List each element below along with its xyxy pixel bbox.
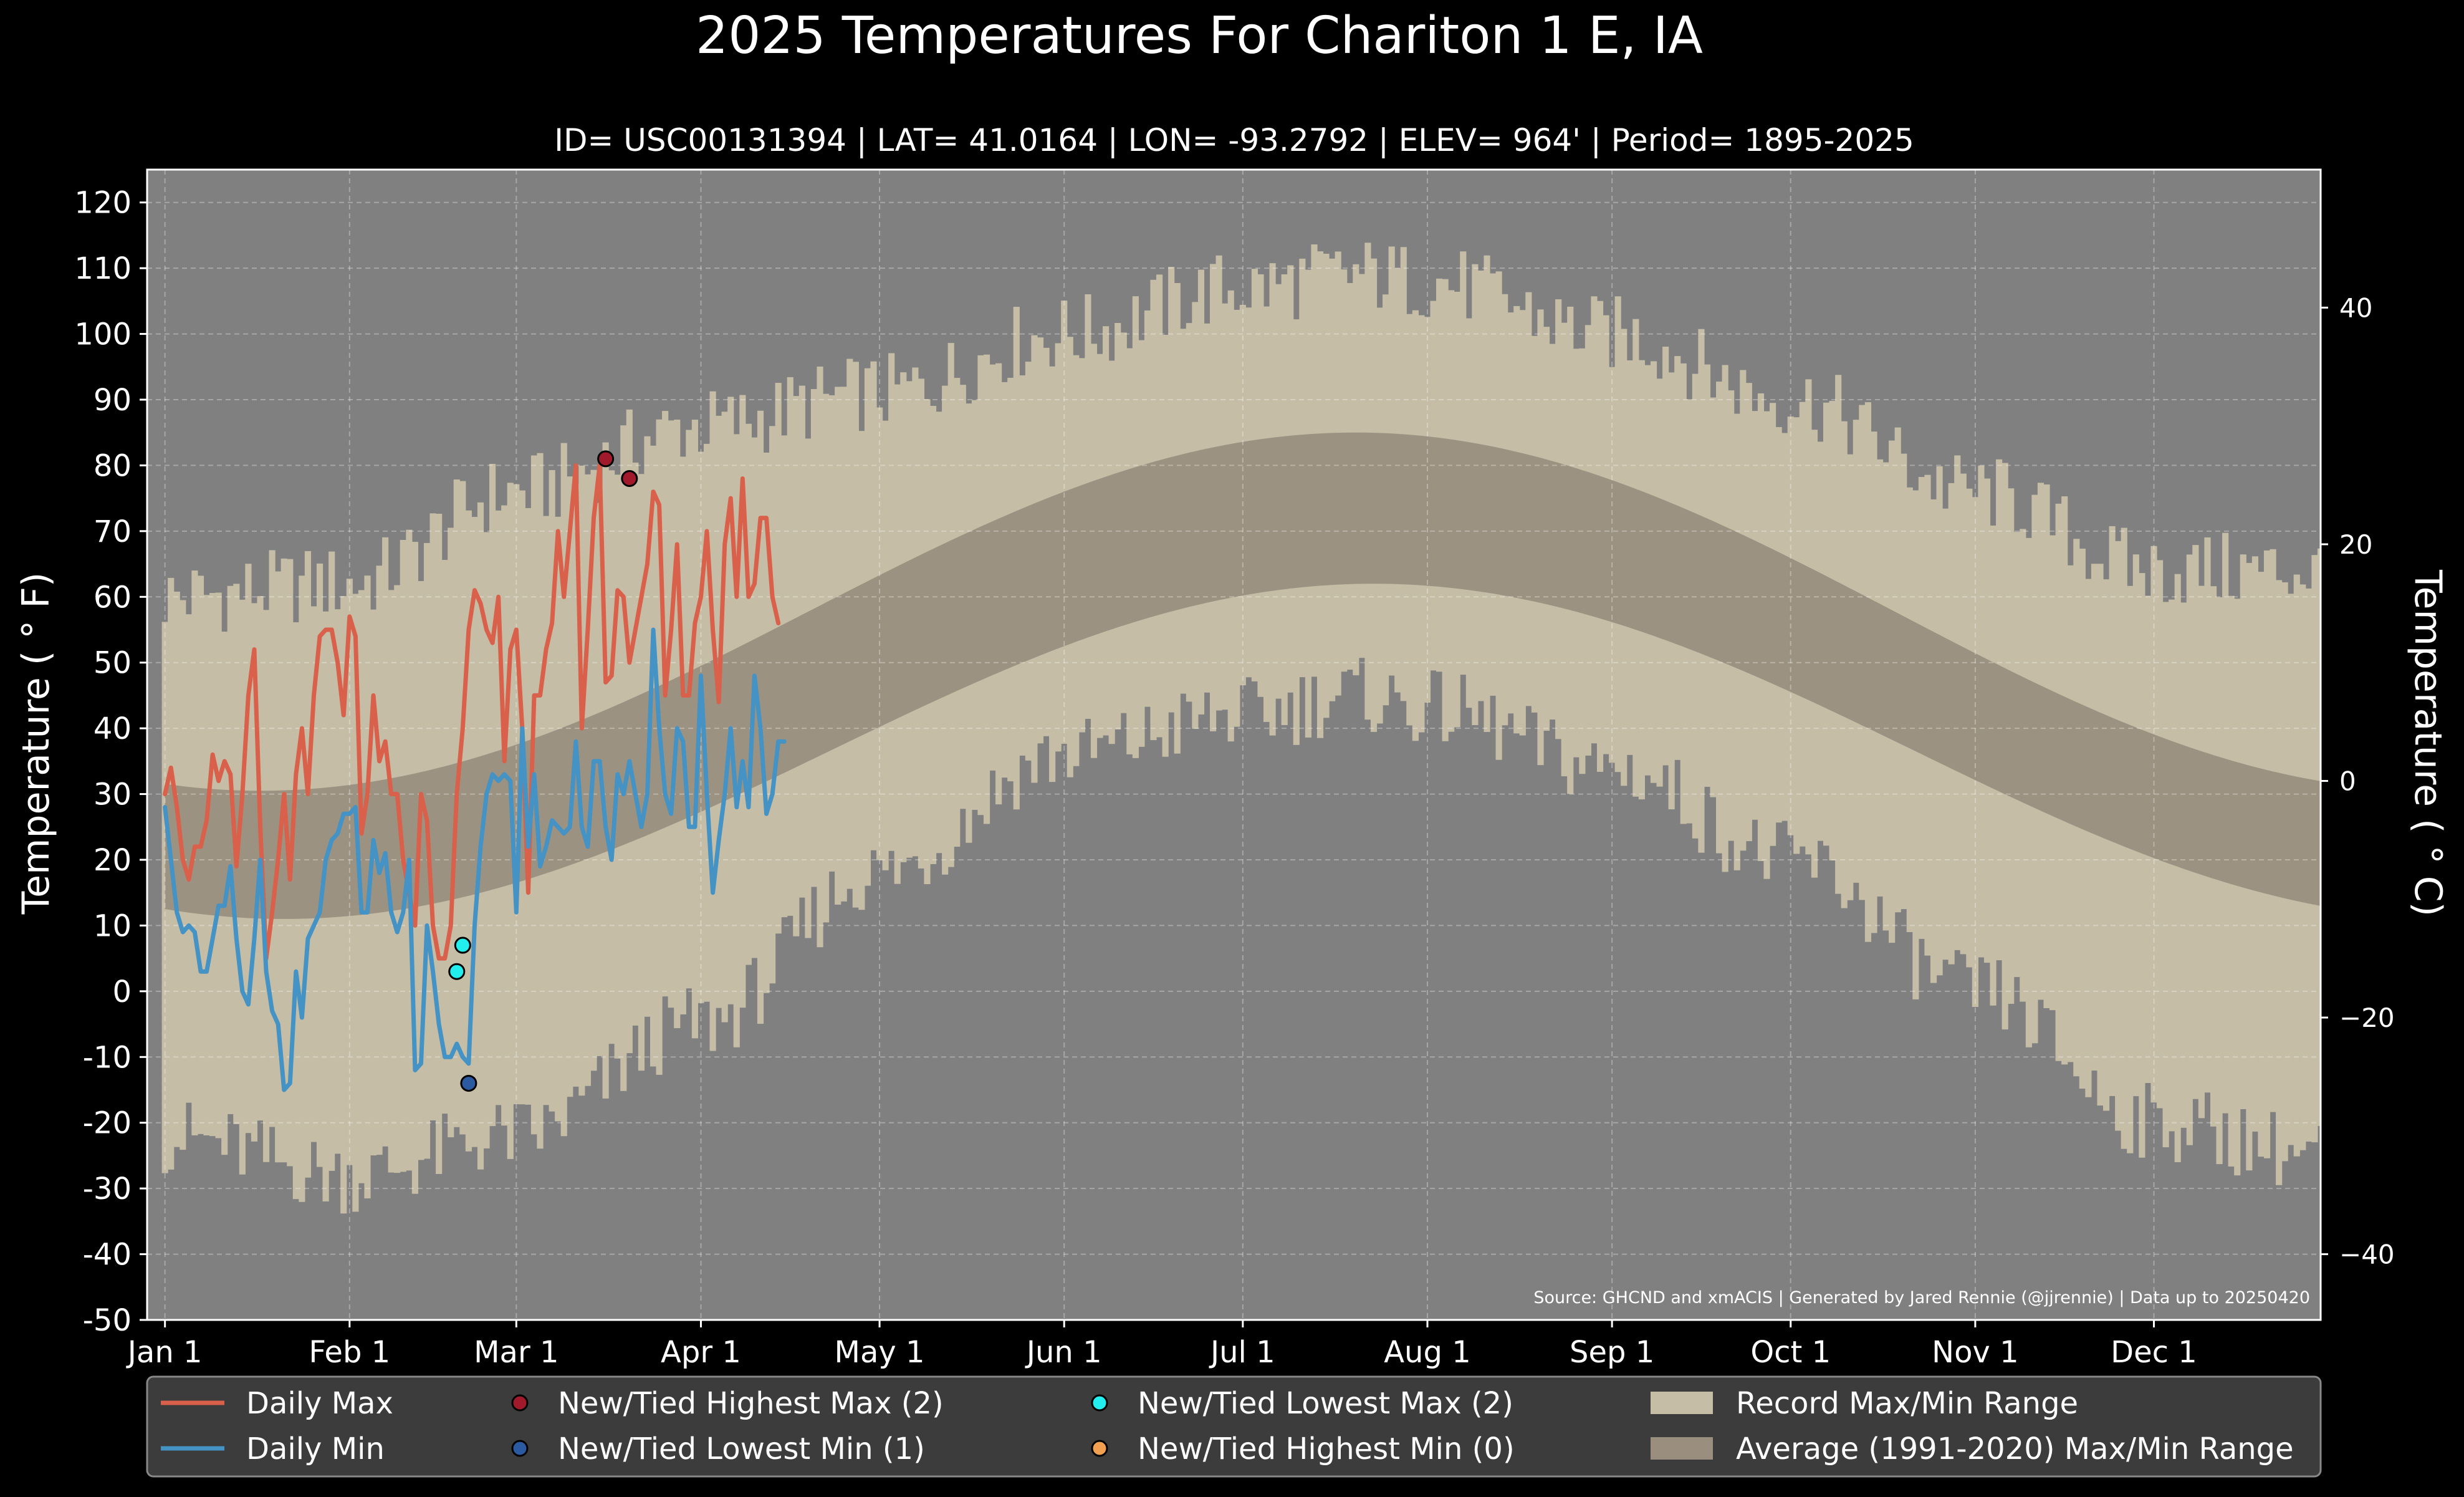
legend-patch-swatch: [1651, 1437, 1713, 1460]
legend-label: Record Max/Min Range: [1736, 1386, 2078, 1421]
chart-subtitle: ID= USC00131394 | LAT= 41.0164 | LON= -9…: [554, 122, 1914, 158]
x-tick-label: Aug 1: [1384, 1335, 1471, 1370]
legend-label: New/Tied Highest Min (0): [1138, 1432, 1515, 1466]
legend-patch-swatch: [1651, 1392, 1713, 1414]
chart-title: 2025 Temperatures For Chariton 1 E, IA: [696, 6, 1703, 65]
y-tick-label: 120: [74, 186, 132, 221]
legend-dot-swatch: [1091, 1394, 1108, 1412]
y-tick-label: 110: [74, 251, 132, 286]
record-point: [621, 470, 638, 488]
y-right-tick-label: 0: [2339, 766, 2356, 796]
y-tick-label: 20: [93, 843, 132, 878]
record-range-bar: [2103, 579, 2110, 1111]
legend-label: New/Tied Lowest Max (2): [1138, 1386, 1513, 1421]
x-tick-label: Jun 1: [1025, 1335, 1102, 1370]
plot-frame: [146, 168, 2322, 1321]
record-range-bar: [2216, 597, 2223, 1165]
x-tick-label: Oct 1: [1750, 1335, 1831, 1370]
y-axis-right: 40 20 0 −20 −40: [2321, 292, 2395, 1270]
record-range-bar: [2127, 585, 2134, 1153]
record-range-bar: [2174, 574, 2181, 1162]
y-tick-label: -50: [83, 1303, 132, 1338]
legend-item: Daily Min: [161, 1432, 385, 1466]
source-note: Source: GHCND and xmACIS | Generated by …: [1533, 1288, 2310, 1307]
x-tick-label: Dec 1: [2111, 1335, 2197, 1370]
y-tick-label: 10: [93, 908, 132, 943]
y-right-tick-label: 20: [2339, 529, 2372, 560]
y-right-tick-label: 40: [2339, 292, 2372, 323]
legend-dot-swatch: [511, 1394, 529, 1412]
y-tick-label: -10: [83, 1040, 132, 1075]
gridlines: [147, 170, 2321, 1321]
record-range-bar: [2234, 599, 2241, 1176]
y-tick-label: 100: [74, 317, 132, 352]
y-tick-label: 90: [93, 383, 132, 418]
legend: Daily Max Daily Min New/Tied Highest Max (…: [146, 1375, 2322, 1478]
daily-min-line: [163, 627, 787, 1092]
record-range-bar: [2085, 579, 2092, 1097]
legend-item: New/Tied Highest Min (0): [1091, 1432, 1515, 1466]
x-tick-label: Feb 1: [309, 1335, 390, 1370]
legend-item: New/Tied Lowest Min (1): [511, 1432, 925, 1466]
record-range-bar: [2169, 599, 2175, 1132]
legend-item: Average (1991-2020) Max/Min Range: [1651, 1432, 2294, 1466]
y-axis-label-right: Temperature ( ° C): [2406, 569, 2450, 917]
y-tick-label: 70: [93, 514, 132, 549]
legend-dot-swatch: [1091, 1440, 1108, 1457]
legend-label: New/Tied Highest Max (2): [558, 1386, 944, 1421]
record-point: [454, 936, 471, 954]
x-tick-label: Apr 1: [661, 1335, 741, 1370]
x-tick-label: May 1: [835, 1335, 925, 1370]
x-tick-label: Jan 1: [126, 1335, 203, 1370]
average-range-band: [165, 432, 2321, 919]
x-tick-label: Mar 1: [474, 1335, 558, 1370]
legend-item: Record Max/Min Range: [1651, 1386, 2078, 1421]
record-point: [460, 1074, 477, 1092]
legend-label: Average (1991-2020) Max/Min Range: [1736, 1432, 2294, 1466]
y-axis-label-left: Temperature ( ° F): [14, 572, 58, 915]
record-range-bar: [2162, 602, 2169, 1148]
y-axis-left: 1201101009080706050403020100-10-20-30-40…: [74, 186, 147, 1338]
y-right-tick-label: −40: [2339, 1239, 2395, 1270]
legend-item: Daily Max: [161, 1386, 393, 1421]
y-tick-label: 80: [93, 448, 132, 483]
legend-item: New/Tied Lowest Max (2): [1091, 1386, 1513, 1421]
y-tick-label: -40: [83, 1238, 132, 1273]
record-point: [597, 450, 615, 468]
record-point: [448, 963, 466, 980]
record-points: [448, 450, 638, 1092]
legend-label: New/Tied Lowest Min (1): [558, 1432, 925, 1466]
y-right-tick-label: −20: [2339, 1003, 2395, 1033]
legend-label: Daily Min: [246, 1432, 385, 1466]
legend-dot-swatch: [511, 1440, 529, 1457]
x-tick-label: Nov 1: [1932, 1335, 2018, 1370]
record-range-bar: [2139, 573, 2145, 1158]
y-tick-label: 30: [93, 777, 132, 812]
series-lines: [163, 463, 787, 1092]
y-tick-label: 50: [93, 646, 132, 681]
x-tick-label: Sep 1: [1570, 1335, 1654, 1370]
legend-item: New/Tied Highest Max (2): [511, 1386, 944, 1421]
x-axis: Jan 1 Feb 1 Mar 1 Apr 1 May 1 Jun 1 Jul 1 Aug 1…: [126, 1320, 2197, 1370]
y-tick-label: 60: [93, 580, 132, 615]
legend-box: [146, 1375, 2322, 1478]
y-tick-label: -30: [83, 1172, 132, 1206]
x-tick-label: Jul 1: [1209, 1335, 1275, 1370]
y-tick-label: 0: [112, 975, 132, 1009]
y-tick-label: 40: [93, 711, 132, 746]
plot-area: Source: GHCND and xmACIS | Generated by …: [146, 168, 2322, 1321]
y-tick-label: -20: [83, 1106, 132, 1141]
legend-label: Daily Max: [246, 1386, 393, 1421]
